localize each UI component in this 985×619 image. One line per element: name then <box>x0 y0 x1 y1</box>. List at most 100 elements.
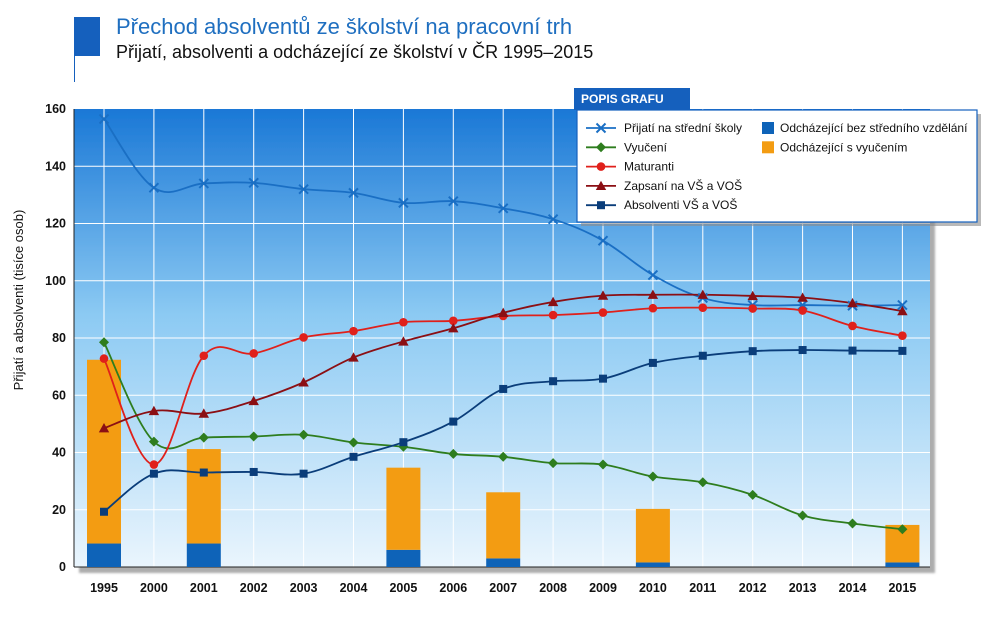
legend-label: Zapsaní na VŠ a VOŠ <box>624 178 742 193</box>
y-tick-labels: 0 20 40 60 80 100 120 140 160 <box>45 102 66 574</box>
y-tick-label: 100 <box>45 274 66 288</box>
bar-segment <box>635 508 670 563</box>
data-point <box>149 469 158 478</box>
data-point <box>597 235 609 246</box>
header-accent-bar <box>74 17 100 56</box>
legend-marker <box>595 122 607 134</box>
data-point <box>148 405 160 416</box>
legend-label: Maturanti <box>624 160 674 174</box>
x-tick-label: 2005 <box>389 581 417 595</box>
data-point <box>248 177 259 189</box>
data-point <box>647 269 659 281</box>
data-point <box>848 321 857 331</box>
bar-segment <box>486 492 521 559</box>
data-point <box>349 326 358 336</box>
x-tick-label: 2000 <box>140 581 168 595</box>
x-tick-label: 2001 <box>190 581 218 595</box>
chart-title: Přechod absolventů ze školství na pracov… <box>116 14 573 39</box>
y-tick-label: 160 <box>45 102 66 116</box>
data-point <box>399 438 408 447</box>
legend-box <box>576 109 978 223</box>
data-point <box>398 336 409 346</box>
legend-swatch <box>762 141 774 154</box>
data-point <box>449 417 458 426</box>
y-tick-label: 140 <box>45 159 66 173</box>
y-tick-label: 0 <box>59 560 66 574</box>
legend-label: Odcházející s vyučením <box>780 140 907 154</box>
x-tick-label: 2008 <box>539 581 567 595</box>
data-point <box>198 178 210 189</box>
y-tick-label: 120 <box>45 217 66 231</box>
data-point <box>898 331 907 341</box>
bar-segment <box>635 562 670 567</box>
data-point <box>198 408 209 418</box>
data-point <box>797 292 808 302</box>
x-tick-label: 1995 <box>90 581 118 595</box>
bar-segment <box>386 467 421 550</box>
data-point <box>298 183 309 195</box>
data-point <box>348 352 359 362</box>
data-point <box>249 349 258 358</box>
data-point <box>697 289 708 299</box>
legend-marker <box>597 201 605 210</box>
data-point <box>448 323 459 333</box>
data-point <box>449 316 458 326</box>
data-point <box>748 304 757 313</box>
x-tick-label: 2003 <box>290 581 318 595</box>
data-point <box>599 374 607 383</box>
data-point <box>499 384 508 393</box>
data-point <box>299 469 308 478</box>
data-point <box>897 305 908 316</box>
x-tick-label: 2009 <box>589 581 617 595</box>
data-point <box>398 197 409 209</box>
y-tick-label: 40 <box>52 446 66 460</box>
data-point <box>648 358 657 367</box>
data-point <box>349 452 358 461</box>
data-point <box>598 308 608 317</box>
bar-segment <box>87 359 121 544</box>
data-point <box>148 436 159 447</box>
y-axis-label: Přijatí a absolventi (tisíce osob) <box>11 210 26 391</box>
data-point <box>847 518 858 529</box>
data-point <box>549 377 558 386</box>
data-point <box>797 510 808 521</box>
x-tick-label: 2002 <box>240 581 268 595</box>
data-point <box>897 524 908 535</box>
x-tick-label: 2007 <box>489 581 517 595</box>
y-tick-label: 20 <box>52 503 66 517</box>
data-point <box>149 460 159 469</box>
data-point <box>497 203 509 214</box>
x-tick-label: 2011 <box>689 581 716 595</box>
chart-subtitle: Přijatí, absolventi a odcházející ze ško… <box>116 42 594 62</box>
data-point <box>248 431 259 442</box>
y-tick-label: 60 <box>52 388 66 402</box>
data-point <box>897 299 908 311</box>
data-point <box>647 289 659 299</box>
data-point <box>98 113 110 125</box>
x-tick-label: 2006 <box>439 581 467 595</box>
x-tick-label: 2012 <box>739 581 767 595</box>
series-line <box>103 341 903 531</box>
data-point <box>199 351 209 361</box>
data-point <box>698 303 708 312</box>
bar-segment <box>186 543 221 567</box>
data-point <box>548 458 559 469</box>
legend-marker <box>596 142 606 153</box>
data-point <box>348 187 359 199</box>
data-point <box>498 451 509 462</box>
data-point <box>98 422 110 433</box>
legend-title: POPIS GRAFU <box>581 92 664 106</box>
data-point <box>448 195 459 207</box>
data-point <box>298 377 309 387</box>
legend-label: Přijatí na střední školy <box>624 121 742 135</box>
y-tick-label: 80 <box>52 331 66 345</box>
data-point <box>698 351 707 360</box>
data-point <box>148 182 160 193</box>
data-point <box>898 346 907 355</box>
bar-segment <box>486 558 521 567</box>
data-point <box>100 507 108 516</box>
legend-marker <box>596 162 606 171</box>
data-point <box>747 290 758 301</box>
x-tick-label: 2010 <box>639 581 667 595</box>
